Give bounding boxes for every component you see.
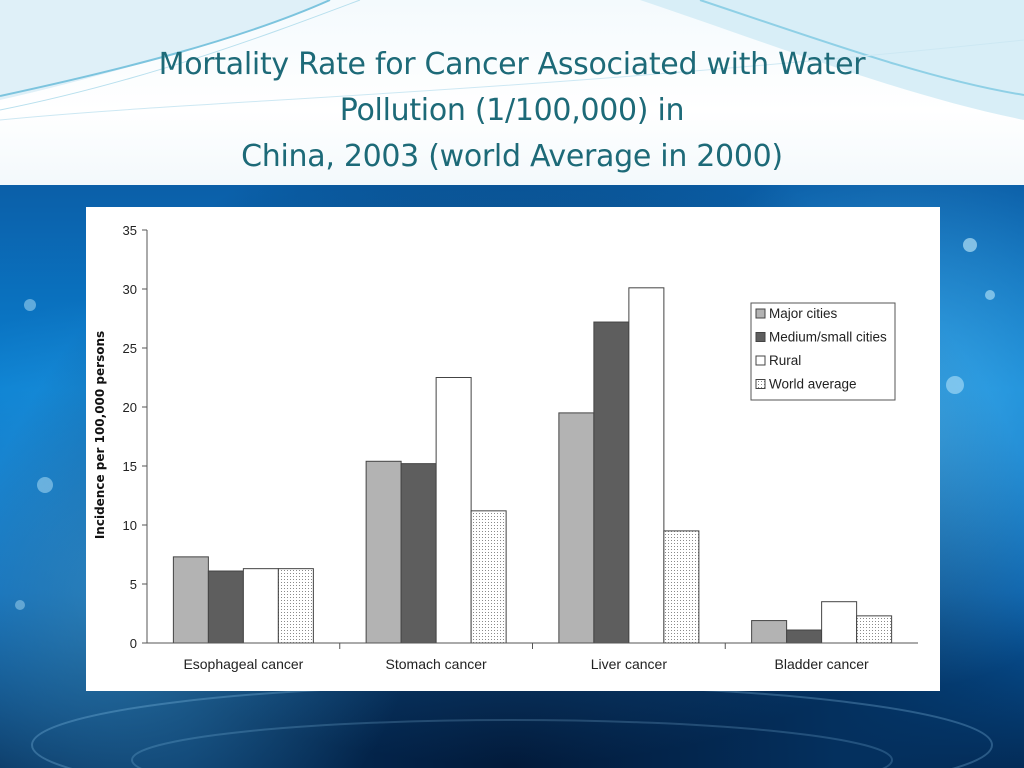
legend-swatch: [755, 308, 766, 319]
bars: [172, 287, 893, 644]
y-tick-label: 35: [123, 223, 137, 238]
y-axis-label: Incidence per 100,000 persons: [93, 331, 107, 539]
y-tick-label: 25: [123, 341, 137, 356]
bar: [400, 463, 437, 644]
bar: [558, 412, 595, 644]
bar: [207, 570, 244, 644]
legend-swatch: [755, 355, 766, 366]
y-tick-label: 30: [123, 282, 137, 297]
bar: [628, 287, 665, 644]
slide-title-line-1: Mortality Rate for Cancer Associated wit…: [158, 47, 866, 82]
y-tick-label: 10: [123, 518, 137, 533]
bar: [856, 615, 893, 644]
bar: [751, 620, 788, 644]
bar: [172, 556, 209, 644]
x-axis-categories: Esophageal cancer Stomach cancer Liver can…: [183, 643, 869, 672]
legend-swatch: [755, 379, 766, 389]
wave-decoration: [0, 0, 1024, 121]
bar-chart: 0 5 10 15 20 25 30 35 Esophageal cancer Stomach …: [93, 223, 918, 672]
bar: [663, 530, 700, 644]
legend-label: Rural: [769, 353, 801, 368]
legend-label: World average: [769, 377, 857, 392]
bar: [365, 460, 402, 644]
legend-label: Major cities: [769, 306, 838, 321]
y-axis-ticks: 0 5 10 15 20 25 30 35: [123, 223, 147, 651]
slide-title-line-2: Pollution (1/100,000) in: [339, 93, 685, 128]
y-tick-label: 15: [123, 459, 137, 474]
x-category-label: Liver cancer: [591, 656, 668, 672]
y-tick-label: 0: [130, 636, 137, 651]
legend-label: Medium/small cities: [769, 330, 887, 345]
title-band: Mortality Rate for Cancer Associated wit…: [0, 0, 1024, 185]
legend: Major cities Medium/small cities Rural Worl…: [750, 302, 896, 401]
legend-swatch: [755, 332, 766, 342]
y-tick-label: 20: [123, 400, 137, 415]
y-tick-label: 5: [130, 577, 137, 592]
slide-title: Mortality Rate for Cancer Associated wit…: [60, 42, 964, 180]
bar: [277, 568, 314, 644]
x-category-label: Stomach cancer: [386, 656, 487, 672]
x-category-label: Bladder cancer: [775, 656, 870, 672]
slide-title-line-3: China, 2003 (world Average in 2000): [241, 139, 783, 174]
bar: [786, 629, 823, 644]
x-category-label: Esophageal cancer: [183, 656, 303, 672]
bar: [470, 510, 507, 644]
chart-panel: 0 5 10 15 20 25 30 35 Esophageal cancer Stomach …: [86, 207, 940, 691]
legend-box: [750, 302, 896, 401]
water-ripples: [15, 238, 995, 768]
bar: [242, 568, 279, 644]
bar: [593, 321, 630, 644]
bar: [435, 377, 472, 644]
bar: [821, 601, 858, 644]
